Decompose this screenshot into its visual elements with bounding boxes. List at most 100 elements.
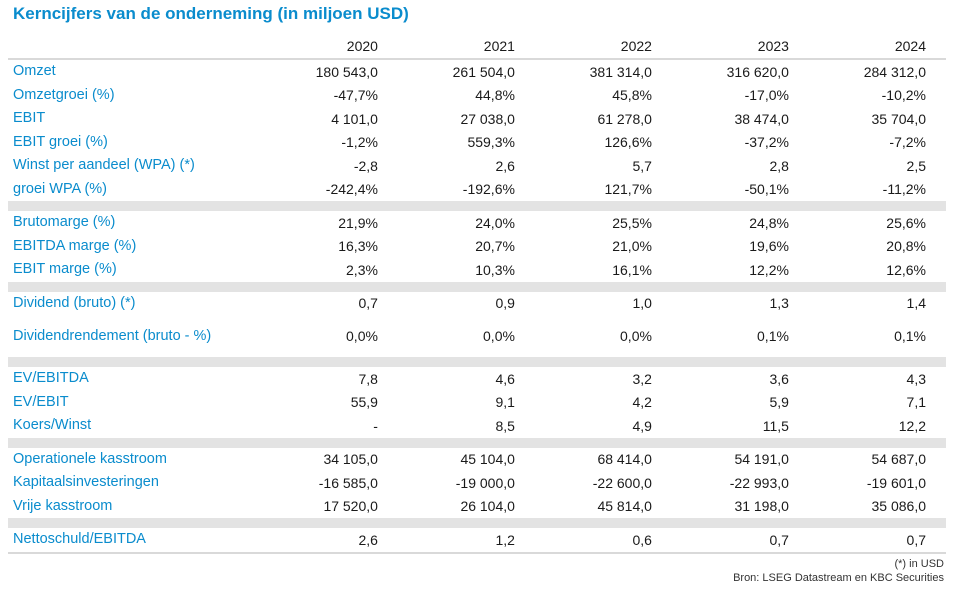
value-cell: 11,5 [762,417,789,434]
value-cell: 4,3 [906,370,926,387]
value-cell: -192,6% [462,181,515,198]
separator-cell [8,518,946,528]
value-cell: -242,4% [325,181,378,198]
year-header: 2020 [260,34,398,60]
page-title: Kerncijfers van de onderneming (in miljo… [13,4,409,23]
value-cell: 12,2% [749,261,789,278]
table-row: EBITDA marge (%) 16,3% 20,7% 21,0% 19,6% 20,8… [8,235,946,259]
value-cell: -50,1% [744,181,789,198]
value-cell: 45 814,0 [597,498,652,515]
value-cell: 34 105,0 [323,451,378,468]
row-label: Nettoschuld/EBITDA [8,528,261,554]
value-cell: -19 000,0 [455,474,515,491]
value-cell: 261 504,0 [452,63,515,80]
row-label: EV/EBIT [13,393,69,410]
separator-cell [8,201,946,211]
value-cell: 17 520,0 [323,498,378,515]
value-cell: 8,5 [495,417,515,434]
value-cell: 25,5% [612,214,652,231]
value-cell: 61 278,0 [597,110,652,127]
value-cell: 0,9 [495,295,515,312]
value-cell: 2,6 [495,157,515,174]
value-cell: 316 620,0 [726,63,789,80]
value-cell: 44,8% [475,87,515,104]
value-cell: 54 687,0 [871,451,927,468]
row-label: Winst per aandeel (WPA) (*) [13,157,195,174]
value-cell: 1,0 [632,295,652,312]
row-label: Dividendrendement (bruto - %) [13,327,212,344]
value-cell: 24,0% [475,214,515,231]
value-cell: 12,2 [898,417,926,434]
table-row: EV/EBIT 55,9 9,1 4,2 5,9 7,1 [8,391,946,415]
table-row: Nettoschuld/EBITDA 2,6 1,2 0,6 0,7 0,7 [8,528,946,554]
value-cell: 12,6% [886,261,926,278]
value-cell: 2,3% [346,261,378,278]
value-cell: 121,7% [604,181,652,198]
row-label: EBIT groei (%) [13,133,108,150]
row-label: EBIT [13,110,46,127]
value-cell: 126,6% [604,134,652,151]
value-cell: 27 038,0 [460,110,515,127]
value-cell: 31 198,0 [734,498,789,515]
value-cell: 21,9% [338,214,378,231]
value-cell: - [373,417,378,434]
value-cell: 20,8% [886,238,926,255]
value-cell: -7,2% [889,134,926,151]
currency-note: (*) in USD [894,558,944,570]
value-cell: 0,0% [483,328,515,344]
key-figures-table: 2020 2021 2022 2023 2024 Omzet 180 543,0 2… [8,34,946,554]
value-cell: 4 101,0 [331,110,378,127]
separator-cell [8,357,946,367]
table-row: EBIT 4 101,0 27 038,0 61 278,0 38 474,0 35 70… [8,107,946,131]
value-cell: 5,7 [632,157,652,174]
value-cell: 284 312,0 [863,63,926,80]
value-cell: 0,7 [671,528,809,554]
value-cell: -17,0% [744,87,789,104]
table-row: Kapitaalsinvesteringen -16 585,0 -19 000,0… [8,471,946,495]
value-cell: 2,5 [906,157,926,174]
table-header-row: 2020 2021 2022 2023 2024 [8,34,946,60]
row-label: Vrije kasstroom [13,497,113,514]
value-cell: 4,6 [495,370,515,387]
header-label-cell [8,34,261,60]
value-cell: 16,3% [338,238,378,255]
table-row: Winst per aandeel (WPA) (*) -2,8 2,6 5,7 2,8… [8,154,946,178]
table-row: Dividendrendement (bruto - %) 0,0% 0,0% 0,0… [8,315,946,357]
group-separator [8,201,946,211]
value-cell: -22 600,0 [592,474,652,491]
value-cell: 35 086,0 [871,498,927,515]
table-body: Omzet 180 543,0 261 504,0 381 314,0 316 620,… [8,59,946,554]
separator-cell [8,437,946,448]
value-cell: 45,8% [612,87,652,104]
value-cell: 55,9 [350,394,378,411]
table-row: Operationele kasstroom 34 105,0 45 104,0 68… [8,448,946,472]
value-cell: 9,1 [495,394,515,411]
value-cell: 381 314,0 [589,63,652,80]
table-row: groei WPA (%) -242,4% -192,6% 121,7% -50,1% -… [8,178,946,202]
value-cell: 0,1% [894,328,926,344]
value-cell: -10,2% [881,87,926,104]
row-label: Omzetgroei (%) [13,86,115,103]
value-cell: 68 414,0 [597,451,652,468]
value-cell: 0,0% [620,328,652,344]
value-cell: -16 585,0 [318,474,378,491]
value-cell: 1,3 [769,295,789,312]
year-header: 2024 [808,34,946,60]
value-cell: 1,2 [397,528,535,554]
table-row: Omzetgroei (%) -47,7% 44,8% 45,8% -17,0% -10,… [8,84,946,108]
value-cell: -19 601,0 [866,474,926,491]
source-note: Bron: LSEG Datastream en KBC Securities [733,572,944,584]
value-cell: 45 104,0 [460,451,515,468]
group-separator [8,518,946,528]
value-cell: 26 104,0 [460,498,515,515]
value-cell: 1,4 [906,295,926,312]
row-label: Kapitaalsinvesteringen [13,474,159,491]
value-cell: 0,0% [346,328,378,344]
value-cell: 3,2 [632,370,652,387]
value-cell: 19,6% [749,238,789,255]
value-cell: 4,2 [632,394,652,411]
table-row: EBIT marge (%) 2,3% 10,3% 16,1% 12,2% 12,6% [8,258,946,282]
value-cell: 21,0% [612,238,652,255]
separator-cell [8,281,946,292]
value-cell: 0,1% [757,328,789,344]
